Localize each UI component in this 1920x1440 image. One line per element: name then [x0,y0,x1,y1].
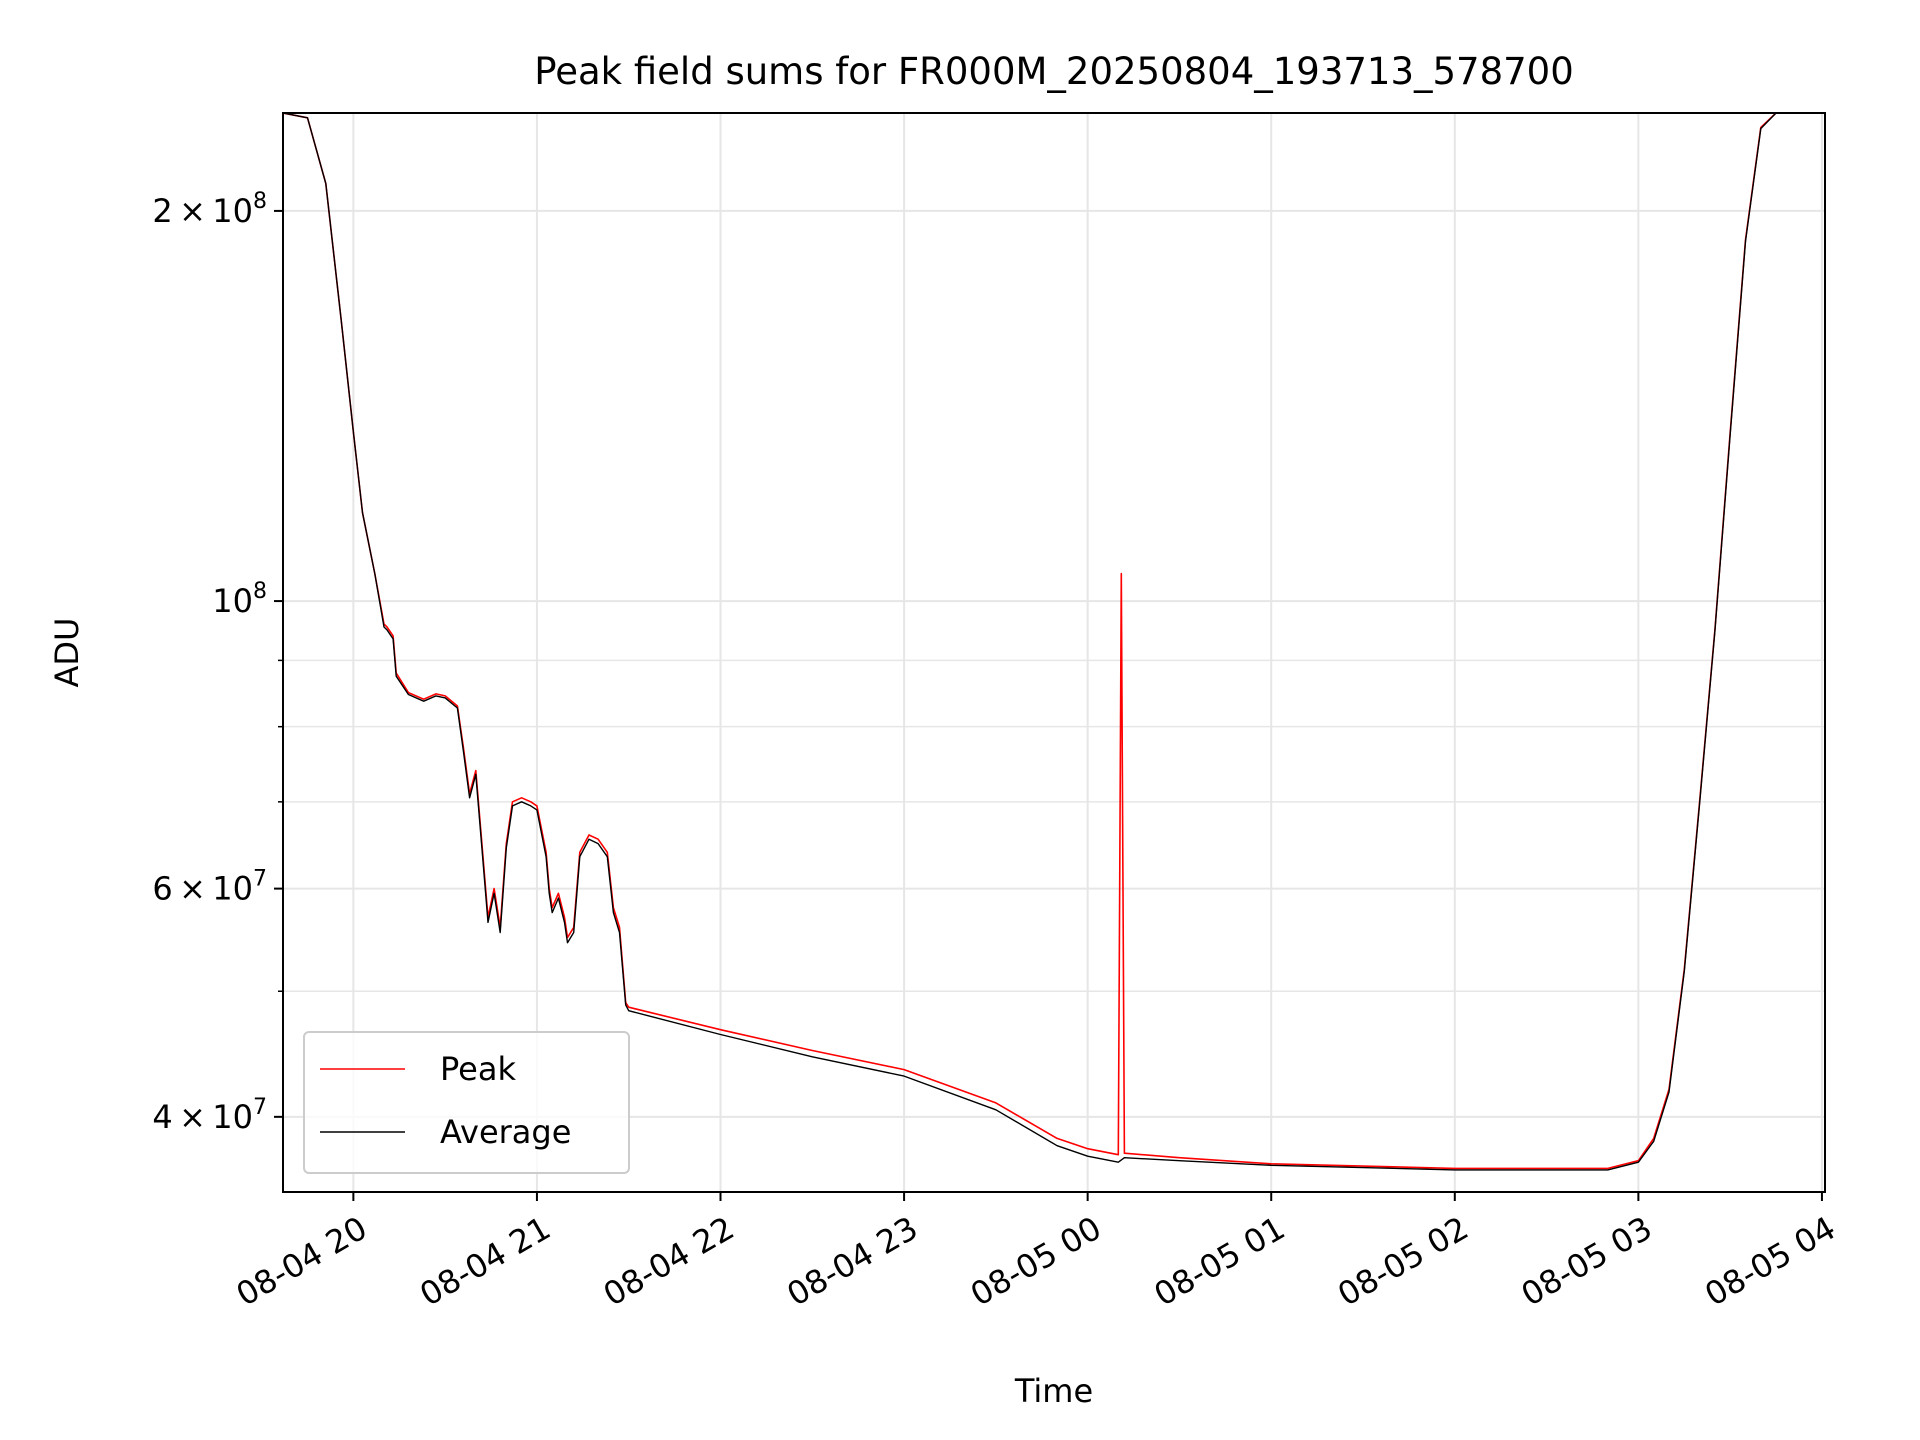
legend-label-average: Average [440,1113,571,1151]
plot-frame [282,112,1826,1193]
series-line-average [283,113,1825,1171]
y-axis-label: ADU [48,618,86,688]
y-tick-label: 108 [212,579,267,620]
chart-title: Peak field sums for FR000M_20250804_1937… [534,50,1574,93]
x-axis-label: Time [1014,1372,1093,1410]
legend-box [303,1031,630,1174]
series-lines [283,113,1825,1171]
grid-lines [283,113,1825,1192]
y-tick-label: 2 × 108 [152,189,267,230]
legend: Peak Average [303,1031,630,1174]
y-tick-label: 6 × 107 [152,867,267,908]
legend-label-peak: Peak [440,1050,516,1088]
y-tick-label: 4 × 107 [152,1095,267,1136]
series-line-peak [283,113,1825,1170]
